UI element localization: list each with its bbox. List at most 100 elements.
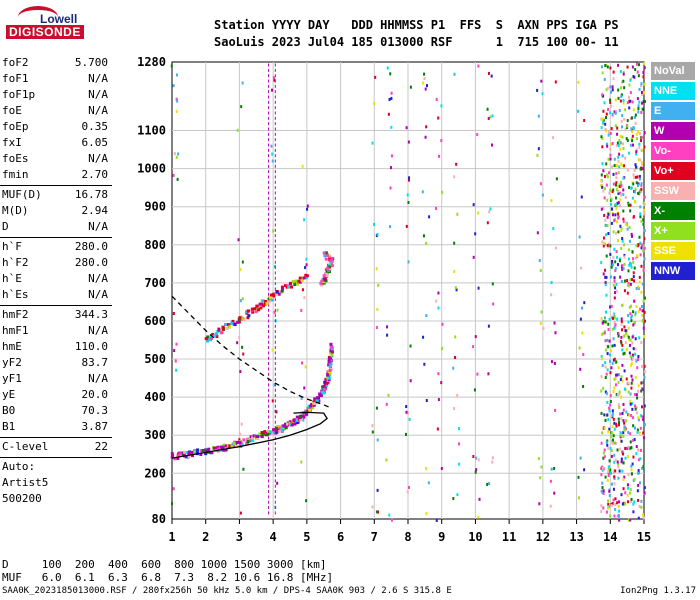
echo-noise-point [623, 428, 626, 432]
echo-noise-point [605, 392, 608, 396]
y-tick-label: 1100 [137, 124, 166, 138]
echo-noise-point [632, 257, 635, 261]
y-tick-label: 400 [144, 390, 166, 404]
echo-noise-point [621, 363, 624, 367]
series-point [327, 358, 331, 362]
echo-noise-point [629, 432, 632, 436]
echo-noise-point [622, 434, 625, 438]
echo-noise-point [629, 440, 632, 444]
echo-noise-point [610, 265, 613, 269]
legend-item-ssw: SSW [651, 182, 695, 200]
echo-noise-point [623, 502, 626, 506]
echo-noise-point [635, 244, 638, 248]
echo-noise-point [640, 183, 643, 187]
trace-point [319, 283, 323, 287]
echo-noise-point [637, 158, 640, 162]
echo-noise-point [276, 481, 279, 485]
echo-noise-point [612, 188, 615, 192]
echo-noise-point [619, 204, 622, 208]
interference-dot [268, 95, 270, 99]
echo-noise-point [628, 351, 631, 355]
echo-noise-point [618, 518, 621, 522]
interference-dot [274, 383, 276, 387]
param-value: 3.87 [81, 420, 109, 433]
echo-noise-point [626, 223, 629, 227]
echo-noise-point [634, 311, 637, 315]
param-separator [0, 237, 112, 238]
echo-noise-point [453, 241, 456, 245]
echo-noise-point [637, 498, 640, 502]
echo-noise-point [441, 322, 444, 326]
echo-noise-point [640, 161, 643, 165]
trace-point [201, 449, 205, 453]
echo-noise-point [609, 371, 612, 375]
echo-noise-point [371, 430, 374, 434]
echo-noise-point [609, 85, 612, 89]
echo-noise-point [579, 456, 582, 460]
trace-point [212, 446, 216, 450]
echo-noise-point [472, 455, 475, 459]
echo-noise-point [621, 267, 624, 271]
echo-noise-point [241, 81, 244, 85]
header-row-1: Station YYYY DAY DDD HHMMSS P1 FFS S AXN… [214, 18, 619, 32]
y-tick-label: 500 [144, 352, 166, 366]
echo-noise-point [615, 220, 618, 224]
echo-noise-point [634, 190, 637, 194]
echo-noise-point [273, 78, 276, 82]
echo-noise-point [488, 210, 491, 214]
echo-noise-point [602, 189, 605, 193]
echo-noise-point [615, 181, 618, 185]
interference-dot [268, 367, 270, 371]
echo-noise-point [617, 191, 620, 195]
echo-noise-point [487, 324, 490, 328]
echo-noise-point [601, 145, 604, 149]
echo-noise-point [477, 64, 480, 68]
param-label: MUF(D) [2, 188, 42, 201]
echo-noise-point [612, 213, 615, 217]
echo-noise-point [476, 372, 479, 376]
header-row-2: SaoLuis 2023 Jul04 185 013000 RSF 1 715 … [214, 35, 619, 49]
interference-dot [274, 394, 276, 398]
echo-noise-point [607, 467, 610, 471]
echo-noise-point [456, 493, 459, 497]
echo-noise-point [639, 212, 642, 216]
param-value: 16.78 [74, 188, 108, 201]
echo-noise-point [579, 367, 582, 371]
interference-dot [268, 314, 270, 318]
echo-noise-point [616, 184, 619, 188]
echo-noise-point [425, 512, 428, 516]
echo-noise-point [628, 239, 631, 243]
echo-noise-point [621, 379, 624, 383]
echo-noise-point [614, 291, 617, 295]
echo-noise-point [610, 142, 613, 146]
interference-dot [274, 212, 276, 216]
echo-noise-point [632, 126, 635, 130]
echo-noise-point [625, 331, 628, 335]
echo-noise-point [637, 358, 640, 362]
echo-noise-point [613, 157, 616, 161]
echo-noise-point [622, 176, 625, 180]
echo-noise-point [633, 200, 636, 204]
echo-noise-point [619, 275, 622, 279]
echo-noise-point [627, 518, 630, 522]
echo-noise-point [611, 190, 614, 194]
echo-noise-point [630, 500, 633, 504]
echo-noise-point [611, 413, 614, 417]
interference-dot [268, 164, 270, 168]
echo-noise-point [607, 499, 610, 503]
interference-dot [268, 218, 270, 222]
series-point [329, 259, 333, 263]
echo-noise-point [628, 491, 631, 495]
echo-noise-point [609, 98, 612, 102]
echo-noise-point [613, 482, 616, 486]
echo-noise-point [617, 332, 620, 336]
trace-point [254, 310, 258, 314]
echo-noise-point [641, 309, 644, 313]
x-tick-label: 7 [371, 530, 378, 544]
echo-noise-point [600, 354, 603, 358]
echo-noise-point [540, 465, 543, 469]
echo-noise-point [618, 509, 621, 513]
echo-noise-point [615, 176, 618, 180]
interference-dot [274, 330, 276, 334]
